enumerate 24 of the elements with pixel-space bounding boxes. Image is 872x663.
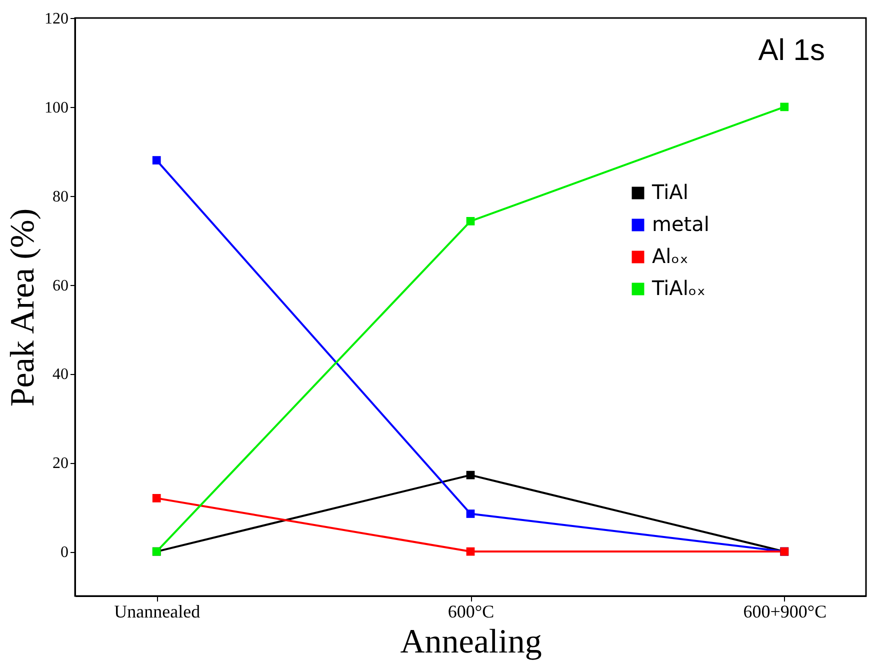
y-tick-label: 120 <box>44 10 68 28</box>
point <box>466 510 475 518</box>
point <box>152 494 161 502</box>
x-axis-title: Annealing <box>400 624 542 660</box>
legend-label: Alₒₓ <box>652 244 688 268</box>
x-tick-label: 600+900°C <box>743 602 827 622</box>
legend-label: TiAlₒₓ <box>651 276 706 300</box>
legend-label: metal <box>652 212 710 236</box>
annotation: Al 1s <box>758 34 825 67</box>
y-tick-label: 80 <box>52 188 68 206</box>
point <box>466 217 475 226</box>
y-tick-label: 40 <box>52 366 68 384</box>
y-tick-label: 60 <box>52 277 68 294</box>
y-tick-label: 20 <box>52 455 68 472</box>
point <box>466 470 475 480</box>
y-tick-label: 0 <box>60 544 68 562</box>
x-tick-label: 600°C <box>448 602 494 622</box>
legend-label: TiAl <box>651 180 688 204</box>
y-axis-title: Peak Area (%) <box>4 208 42 407</box>
point <box>152 156 161 164</box>
y-tick-label: 100 <box>44 99 68 116</box>
point <box>780 102 789 112</box>
x-tick-label: Unannealed <box>114 602 200 622</box>
point <box>466 547 475 556</box>
